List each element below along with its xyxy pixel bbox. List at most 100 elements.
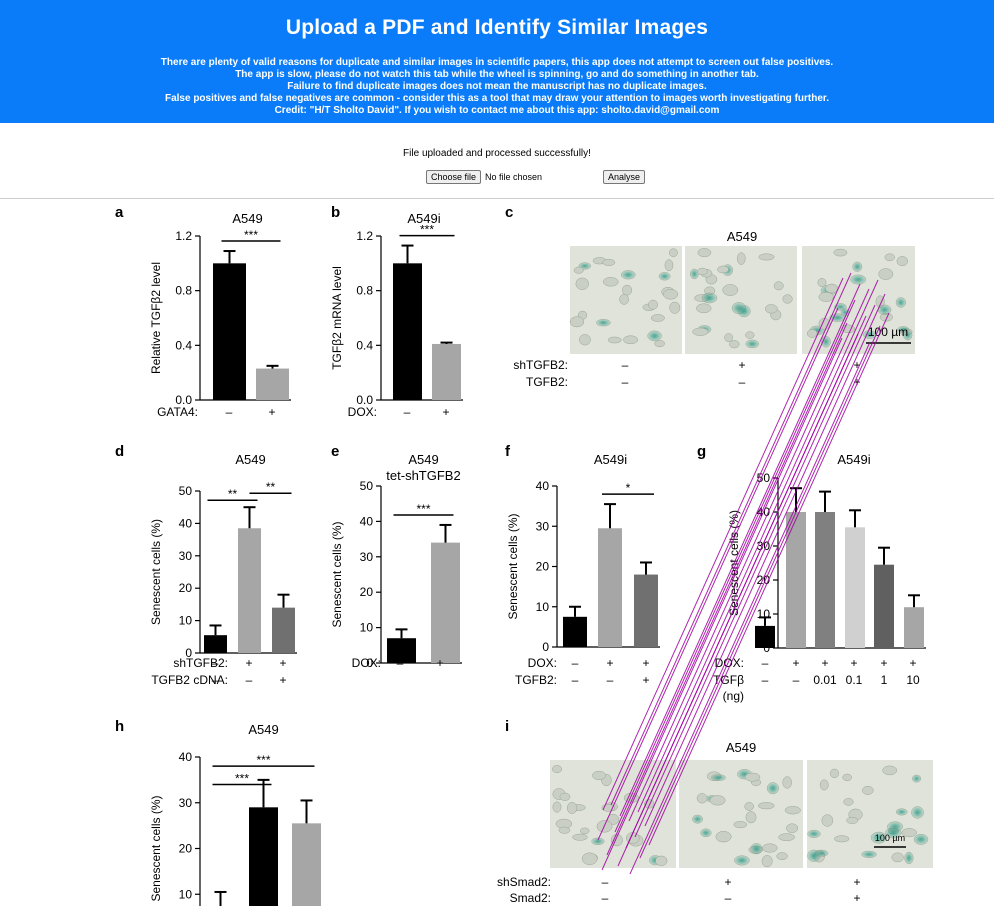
cell	[766, 782, 779, 795]
y-tick-label: 0	[542, 640, 549, 654]
y-tick-label: 0.4	[356, 338, 373, 352]
cell	[572, 833, 588, 841]
y-tick-label: 40	[360, 514, 374, 528]
chart-title: A549	[408, 452, 438, 467]
cell	[697, 267, 708, 276]
condition-label: Smad2:	[510, 891, 551, 905]
analyse-button[interactable]: Analyse	[603, 170, 646, 184]
bar	[249, 807, 278, 906]
panel-letter: b	[331, 204, 340, 221]
cell	[821, 814, 834, 827]
upload-form: Choose file No file chosen Analyse	[426, 170, 646, 184]
cell	[850, 274, 867, 285]
condition-label: TGFB2 cDNA:	[151, 673, 228, 687]
bar	[815, 512, 835, 648]
condition-value: –	[793, 673, 800, 687]
condition-value: –	[572, 673, 579, 687]
y-tick-label: 0	[185, 646, 192, 660]
y-tick-label: 40	[179, 750, 193, 764]
match-line	[601, 337, 843, 871]
cell	[807, 849, 821, 862]
cell	[806, 329, 818, 338]
match-line	[606, 322, 848, 856]
condition-value: +	[279, 673, 286, 687]
cell	[903, 329, 913, 341]
scale-bar-label: 100 µm	[875, 833, 905, 843]
cell	[573, 266, 584, 274]
bar	[874, 564, 894, 648]
app-title: Upload a PDF and Identify Similar Images	[285, 16, 709, 39]
cell	[843, 798, 854, 806]
cell	[818, 292, 834, 302]
cell	[773, 281, 784, 291]
cell	[833, 248, 848, 257]
cell	[882, 765, 898, 776]
cell	[744, 772, 761, 782]
match-line	[637, 279, 879, 813]
y-tick-label: 50	[179, 484, 193, 498]
cell	[701, 292, 718, 304]
condition-label: shSmad2:	[497, 875, 551, 889]
condition-value: –	[607, 673, 614, 687]
cell	[911, 806, 924, 819]
cell	[709, 795, 726, 806]
cell	[692, 327, 709, 336]
bar	[634, 574, 658, 647]
condition-value: +	[245, 656, 252, 670]
sig-label: **	[266, 480, 276, 494]
cell	[591, 837, 605, 846]
panel-letter: c	[505, 204, 513, 221]
panel-letters: a b c d e f g h i	[115, 204, 706, 735]
cell	[552, 801, 562, 813]
cell	[878, 268, 894, 280]
chart-title: A549	[248, 722, 278, 737]
chart-title: A549	[235, 452, 265, 467]
y-axis-label: TGFβ2 mRNA level	[330, 266, 344, 370]
cell	[663, 289, 679, 300]
condition-value: 1	[881, 673, 888, 687]
choose-file-button[interactable]: Choose file	[426, 170, 482, 184]
cell	[895, 808, 908, 816]
cell	[861, 850, 877, 858]
cell	[817, 278, 827, 288]
match-line	[619, 283, 861, 817]
chart-title: A549i	[594, 452, 627, 467]
bar	[845, 527, 865, 648]
y-axis-label: Senescent cells (%)	[506, 513, 520, 619]
bar	[204, 635, 227, 653]
cell	[602, 258, 616, 266]
cell	[650, 314, 665, 322]
y-tick-label: 1.2	[356, 229, 373, 243]
condition-label: shTGFB2:	[173, 656, 228, 670]
sig-label: **	[228, 487, 238, 501]
cell	[912, 774, 922, 783]
chart-f: A549i 0 10 20 30 40 Senescent cells (%) * DOX: – +…	[506, 452, 660, 687]
y-tick-label: 0.0	[175, 393, 192, 407]
upload-panel: File uploaded and processed successfully…	[0, 123, 994, 199]
condition-value: –	[397, 656, 404, 670]
bar	[563, 616, 587, 647]
scale-bar-label: 100 µm	[868, 325, 908, 339]
cell	[669, 301, 681, 314]
micrograph-title: A549	[726, 740, 756, 755]
condition-label: DOX:	[715, 656, 744, 670]
match-line	[602, 277, 844, 811]
y-tick-label: 20	[536, 560, 550, 574]
cell	[579, 334, 591, 346]
cell	[745, 331, 755, 339]
cell	[896, 256, 908, 267]
cell	[786, 823, 799, 833]
micrograph-image	[679, 760, 803, 868]
chart-d: A549 0 10 20 30 40 50 Senescent cells (%) ** ** sh…	[149, 452, 297, 687]
cell	[745, 811, 757, 824]
condition-value: +	[853, 375, 860, 389]
condition-label: GATA4:	[157, 405, 198, 419]
cell	[829, 768, 840, 779]
upload-status: File uploaded and processed successfully…	[403, 148, 591, 159]
y-axis-label: Senescent cells (%)	[330, 521, 344, 627]
chart-subtitle: tet-shTGFB2	[386, 468, 460, 483]
match-line	[639, 325, 881, 859]
disclaimer-text: There are plenty of valid reasons for du…	[0, 57, 994, 117]
micrographs-layer: A549 100 µm shTGFB2: – + + TGFB2: – – + A549 100 µm…	[497, 229, 933, 905]
cell	[620, 270, 636, 280]
